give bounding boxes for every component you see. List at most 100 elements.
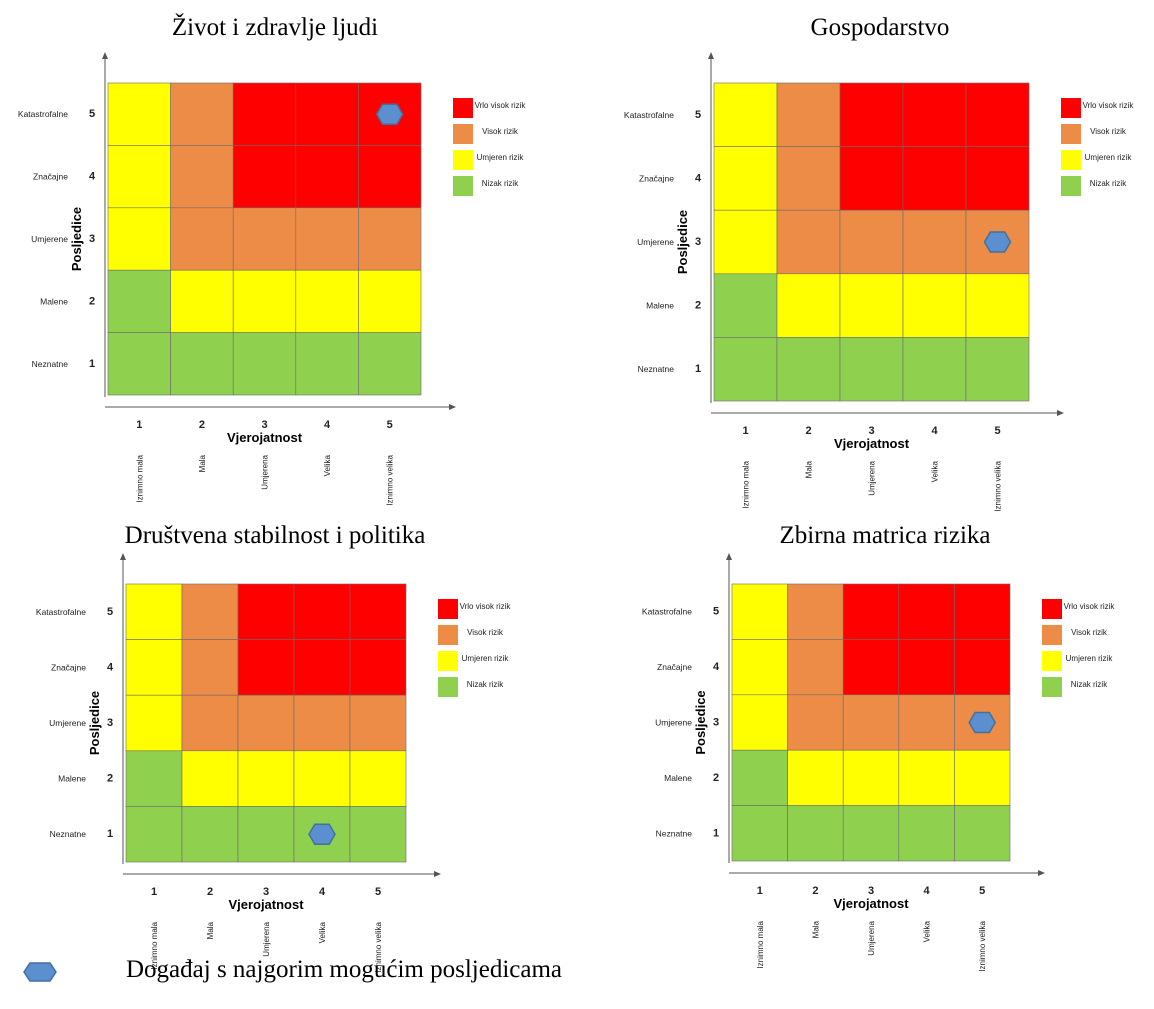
legend-swatch — [453, 150, 473, 170]
y-category-label: Neznatne — [50, 829, 87, 839]
y-axis-title: Posljedice — [693, 690, 708, 754]
risk-cell — [107, 145, 171, 209]
legend-swatch — [1042, 651, 1062, 671]
risk-cell — [898, 583, 955, 640]
risk-cell — [902, 273, 967, 338]
legend-swatch — [453, 176, 473, 196]
footer-note: Događaj s najgorim mogućim posljedicama — [126, 956, 563, 983]
x-tick-label: 2 — [812, 885, 818, 897]
legend-label: Visok rizik — [1090, 127, 1127, 136]
risk-cell — [902, 209, 967, 275]
risk-cell — [776, 273, 841, 338]
risk-cell — [107, 82, 171, 146]
y-category-label: Umjerene — [637, 237, 674, 247]
risk-cell — [713, 337, 778, 402]
x-tick-label: 3 — [868, 885, 874, 897]
risk-cell — [954, 583, 1011, 640]
risk-cell — [839, 337, 904, 402]
risk-cell — [237, 750, 295, 807]
y-category-label: Malene — [58, 774, 86, 784]
risk-cell — [181, 806, 239, 863]
y-tick-label: 5 — [89, 108, 95, 120]
legend-label: Nizak rizik — [1071, 680, 1108, 689]
legend-swatch — [438, 599, 458, 619]
legend-swatch — [453, 98, 473, 118]
y-category-label: Umjerene — [655, 718, 692, 728]
y-category-label: Katastrofalne — [18, 109, 68, 119]
risk-cell — [358, 207, 422, 271]
y-axis-arrow-icon — [726, 553, 732, 560]
x-category-label: Iznimno velika — [994, 460, 1003, 511]
risk-cell — [237, 639, 295, 696]
y-tick-label: 5 — [107, 606, 113, 618]
risk-cell — [237, 694, 295, 752]
risk-cell — [107, 207, 171, 271]
risk-cell — [170, 269, 234, 333]
x-tick-label: 3 — [261, 419, 267, 431]
legend-label: Umjeren rizik — [477, 153, 525, 162]
risk-cell — [181, 639, 239, 696]
risk-cell — [107, 269, 171, 333]
legend-swatch — [438, 651, 458, 671]
risk-cell — [232, 332, 297, 396]
risk-cell — [954, 639, 1011, 696]
y-tick-label: 5 — [695, 109, 701, 121]
y-tick-label: 5 — [713, 606, 719, 618]
legend-swatch — [1042, 599, 1062, 619]
x-category-label: Velika — [923, 920, 932, 942]
x-category-label: Velika — [323, 454, 332, 476]
y-axis-arrow-icon — [120, 553, 126, 560]
event-marker-hexagon-icon — [308, 823, 336, 845]
risk-cell — [237, 583, 295, 640]
y-category-label: Značajne — [657, 662, 692, 672]
y-axis-title: Posljedice — [675, 210, 690, 274]
risk-cell — [181, 583, 239, 640]
risk-cell — [358, 332, 422, 396]
y-category-label: Značajne — [639, 173, 674, 183]
risk-cell — [776, 82, 841, 147]
risk-cell — [349, 639, 407, 696]
x-category-label: Iznimno velika — [386, 454, 395, 505]
legend-label: Nizak rizik — [1090, 179, 1127, 188]
risk-cell — [902, 82, 967, 147]
risk-cell — [965, 146, 1030, 211]
chart-title-aggregate: Zbirna matrica rizika — [779, 522, 991, 549]
risk-cell — [839, 146, 904, 211]
risk-cell — [787, 749, 844, 806]
legend-label: Nizak rizik — [467, 680, 504, 689]
event-marker-hexagon-icon — [983, 231, 1012, 253]
y-tick-label: 4 — [713, 661, 720, 673]
y-tick-label: 3 — [713, 717, 719, 729]
chart-title-economy: Gospodarstvo — [810, 14, 950, 41]
y-tick-label: 1 — [695, 363, 701, 375]
y-tick-label: 3 — [107, 717, 113, 729]
x-category-label: Mala — [805, 460, 814, 478]
y-tick-label: 3 — [695, 236, 701, 248]
y-category-label: Malene — [646, 301, 674, 311]
x-axis-title: Vjerojatnost — [227, 430, 303, 445]
risk-cell — [125, 694, 183, 752]
risk-cell — [293, 750, 351, 807]
risk-matrix-aggregate: Katastrofalne 5 Značajne 4 Umjerene 3 Malene 2 N… — [642, 553, 1115, 972]
y-tick-label: 1 — [107, 828, 113, 840]
y-axis-title: Posljedice — [69, 207, 84, 271]
risk-cell — [295, 269, 359, 333]
legend-label: Nizak rizik — [482, 179, 519, 188]
legend-swatch — [1061, 150, 1081, 170]
risk-cell — [842, 749, 900, 806]
risk-cell — [358, 269, 422, 333]
risk-cell — [898, 805, 955, 862]
risk-cell — [776, 146, 841, 211]
chart-title-society: Društvena stabilnost i politika — [124, 522, 426, 549]
legend-swatch — [1042, 677, 1062, 697]
chart-title-health: Život i zdravlje ljudi — [171, 14, 379, 41]
risk-cell — [839, 273, 904, 338]
x-tick-label: 5 — [375, 886, 381, 898]
risk-cell — [293, 583, 351, 640]
event-marker-hexagon-icon — [375, 103, 404, 125]
risk-cell — [713, 146, 778, 211]
risk-cell — [349, 806, 407, 863]
risk-cell — [349, 750, 407, 807]
x-tick-label: 1 — [151, 886, 157, 898]
legend-label: Vrlo visok rizik — [460, 602, 512, 611]
